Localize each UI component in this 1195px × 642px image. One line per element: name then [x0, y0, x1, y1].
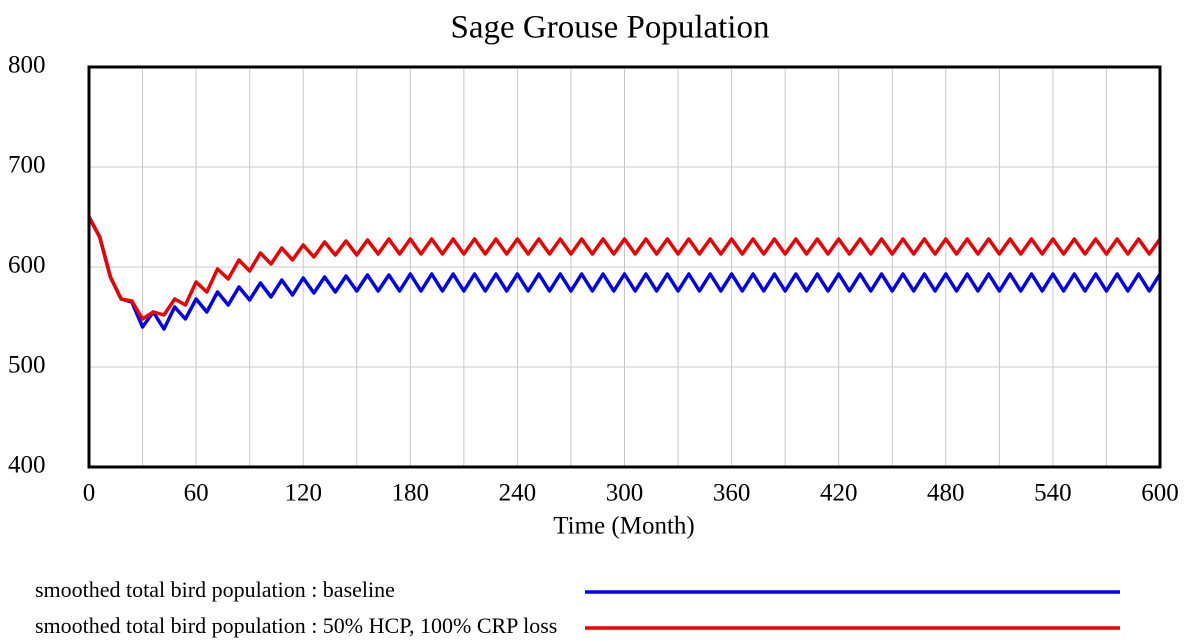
plot-frame: [87, 65, 1162, 469]
x-tick-label: 180: [392, 480, 430, 507]
legend-label: smoothed total bird population : baselin…: [35, 577, 395, 602]
x-tick-label: 60: [184, 480, 209, 507]
y-tick-label: 600: [8, 252, 46, 279]
x-tick-label: 0: [83, 480, 96, 507]
y-tick-label: 800: [8, 52, 46, 79]
x-tick-label: 240: [499, 480, 537, 507]
x-tick-label: 420: [820, 480, 858, 507]
y-tick-label: 400: [8, 452, 46, 479]
x-tick-label: 600: [1141, 480, 1179, 507]
x-tick-label: 120: [284, 480, 322, 507]
y-tick-label: 500: [8, 352, 46, 379]
x-tick-label: 540: [1034, 480, 1072, 507]
x-axis-label: Time (Month): [553, 513, 694, 540]
series-line: [87, 216, 1162, 331]
series-line: [87, 216, 1162, 321]
y-tick-label: 700: [8, 152, 46, 179]
x-tick-label: 300: [606, 480, 644, 507]
chart-title: Sage Grouse Population: [451, 10, 770, 46]
x-tick-label: 360: [713, 480, 751, 507]
x-tick-label: 480: [927, 480, 965, 507]
legend-label: smoothed total bird population : 50% HCP…: [35, 613, 557, 638]
